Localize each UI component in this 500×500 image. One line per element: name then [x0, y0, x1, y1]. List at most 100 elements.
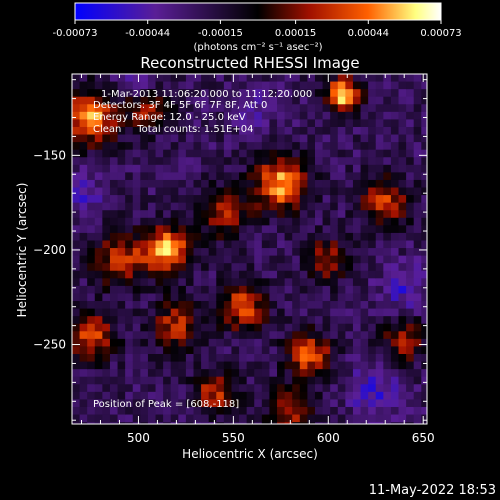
heatmap-cell — [398, 263, 407, 272]
heatmap-cell — [292, 157, 301, 166]
heatmap-cell — [322, 346, 331, 355]
heatmap-cell — [299, 134, 308, 143]
heatmap-cell — [292, 278, 301, 287]
heatmap-cell — [132, 96, 141, 105]
heatmap-cell — [201, 323, 210, 332]
heatmap-cell — [246, 391, 255, 401]
heatmap-cell — [330, 323, 339, 332]
heatmap-cell — [352, 414, 362, 423]
heatmap-cell — [254, 384, 263, 393]
heatmap-cell — [277, 74, 286, 83]
heatmap-cell — [216, 414, 225, 423]
heatmap-cell — [368, 384, 377, 393]
heatmap-cell — [352, 119, 362, 128]
heatmap-cell — [132, 422, 141, 424]
heatmap-cell — [360, 240, 369, 249]
heatmap-cell — [223, 384, 233, 393]
heatmap-cell — [292, 255, 301, 264]
heatmap-cell — [254, 164, 263, 173]
y-axis: −150−200−250 — [33, 79, 427, 421]
heatmap-cell — [125, 179, 134, 189]
heatmap-cell — [155, 81, 164, 90]
heatmap-cell — [155, 89, 164, 98]
heatmap-cell — [87, 81, 96, 90]
heatmap-cell — [208, 187, 217, 196]
heatmap-cell — [337, 346, 346, 355]
heatmap-cell — [284, 293, 293, 302]
heatmap-cell — [390, 361, 400, 370]
heatmap-cell — [185, 210, 195, 219]
heatmap-cell — [277, 391, 286, 401]
heatmap-cell — [330, 217, 339, 226]
heatmap-cell — [299, 391, 308, 401]
heatmap-cell — [390, 376, 400, 385]
heatmap-cell — [208, 270, 217, 279]
heatmap-cell — [208, 414, 217, 423]
heatmap-cell — [375, 399, 384, 408]
heatmap-cell — [239, 195, 248, 204]
heatmap-cell — [94, 414, 103, 423]
heatmap-cell — [421, 399, 427, 408]
heatmap-cell — [102, 157, 111, 166]
heatmap-cell — [345, 111, 354, 121]
heatmap-cell — [94, 391, 103, 401]
heatmap-cell — [307, 164, 316, 173]
heatmap-cell — [352, 354, 362, 363]
heatmap-cell — [322, 278, 331, 287]
heatmap-cell — [368, 149, 377, 158]
heatmap-cell — [406, 316, 415, 325]
heatmap-cell — [406, 399, 415, 408]
heatmap-cell — [269, 142, 278, 151]
heatmap-cell — [398, 187, 407, 196]
heatmap-cell — [170, 104, 179, 113]
heatmap-cell — [155, 119, 164, 128]
heatmap-cell — [170, 164, 179, 173]
heatmap-cell — [201, 142, 210, 151]
heatmap-cell — [352, 164, 362, 173]
heatmap-cell — [155, 149, 164, 158]
heatmap-cell — [406, 74, 415, 83]
heatmap-cell — [231, 354, 240, 363]
heatmap-cell — [360, 111, 369, 121]
heatmap-cell — [406, 172, 415, 181]
heatmap-cell — [231, 338, 240, 348]
heatmap-cell — [269, 331, 278, 340]
heatmap-cell — [109, 164, 119, 173]
heatmap-cell — [330, 172, 339, 181]
heatmap-cell — [79, 391, 88, 401]
heatmap-cell — [216, 142, 225, 151]
heatmap-cell — [413, 369, 422, 378]
heatmap-cell — [178, 316, 187, 325]
heatmap-cell — [109, 134, 119, 143]
heatmap-cell — [239, 89, 248, 98]
heatmap-cell — [178, 293, 187, 302]
heatmap-cell — [87, 157, 96, 166]
heatmap-cell — [109, 119, 119, 128]
heatmap-cell — [345, 406, 354, 416]
heatmap-cell — [223, 361, 233, 370]
heatmap-cell — [398, 96, 407, 105]
heatmap-cell — [269, 149, 278, 158]
heatmap-cell — [269, 134, 278, 143]
heatmap-cell — [163, 210, 172, 219]
heatmap-cell — [368, 422, 377, 424]
heatmap-cell — [413, 232, 422, 242]
heatmap-cell — [163, 126, 172, 136]
heatmap-cell — [277, 399, 286, 408]
heatmap-cell — [292, 119, 301, 128]
heatmap-cell — [421, 210, 427, 219]
heatmap-cell — [132, 142, 141, 151]
heatmap-cell — [79, 316, 88, 325]
heatmap-cell — [254, 232, 263, 242]
heatmap-cell — [246, 316, 255, 325]
heatmap-cell — [231, 172, 240, 181]
heatmap-cell — [406, 164, 415, 173]
peak-position-label: Position of Peak = [608,-118] — [93, 399, 239, 410]
heatmap-cell — [87, 232, 96, 242]
heatmap-cell — [254, 119, 263, 128]
heatmap-cell — [94, 74, 103, 83]
heatmap-cell — [368, 111, 377, 121]
heatmap-cell — [375, 293, 384, 302]
heatmap-cell — [421, 119, 427, 128]
heatmap-cell — [421, 74, 427, 83]
